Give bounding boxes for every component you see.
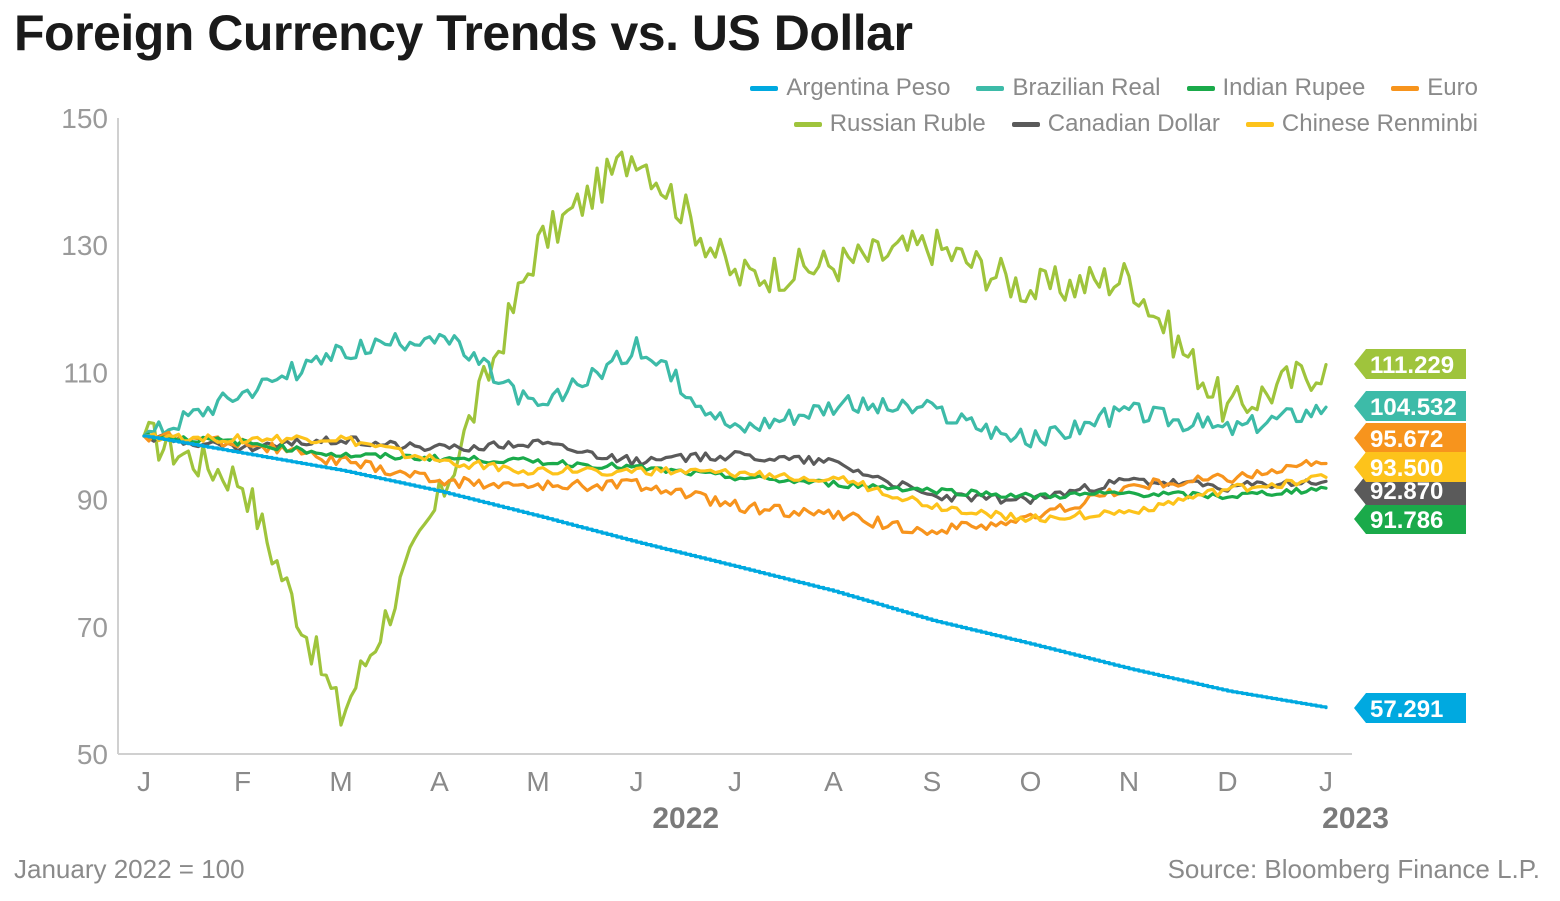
legend-label: Euro — [1427, 74, 1478, 101]
end-value-tag — [1354, 452, 1466, 482]
x-tick-label: N — [1119, 766, 1139, 797]
series-line-indian-rupee — [142, 432, 1328, 501]
series-line-chinese-renminbi — [142, 432, 1328, 524]
end-value-label: 91.786 — [1370, 507, 1443, 534]
y-tick-label: 50 — [77, 739, 108, 770]
y-tick-label: 110 — [63, 357, 108, 388]
series-line-argentina-peso — [142, 434, 1328, 710]
end-value-label: 93.500 — [1370, 455, 1443, 482]
end-value-label: 92.870 — [1370, 478, 1443, 505]
legend-label: Russian Ruble — [829, 110, 986, 137]
end-value-tag — [1354, 391, 1466, 421]
legend-label: Canadian Dollar — [1047, 110, 1220, 137]
series-line-brazilian-real — [142, 332, 1328, 449]
end-value-label: 95.672 — [1370, 426, 1443, 453]
x-tick-label: O — [1020, 766, 1042, 797]
x-tick-label: A — [430, 766, 449, 797]
legend-swatch — [750, 85, 779, 91]
legend-swatch — [793, 121, 822, 127]
end-value-tag — [1354, 349, 1466, 379]
y-tick-label: 70 — [77, 612, 108, 643]
legend-label: Argentina Peso — [786, 74, 951, 101]
y-tick-label: 150 — [61, 103, 108, 134]
series-line-russian-ruble — [142, 150, 1328, 727]
end-value-label: 104.532 — [1370, 394, 1457, 421]
legend-swatch — [976, 85, 1005, 91]
x-tick-label: J — [137, 766, 151, 797]
legend-item: Euro — [1391, 74, 1478, 102]
chart-footnote: January 2022 = 100 — [14, 854, 245, 884]
legend-item: Argentina Peso — [750, 74, 950, 102]
x-tick-label: S — [923, 766, 942, 797]
x-tick-label: J — [1319, 766, 1333, 797]
end-value-tag — [1354, 475, 1466, 505]
end-value-tag — [1354, 693, 1466, 723]
series-line-canadian-dollar — [142, 432, 1328, 505]
legend-item: Canadian Dollar — [1011, 110, 1220, 138]
x-tick-label: F — [234, 766, 251, 797]
year-label: 2022 — [652, 802, 719, 835]
legend-item: Indian Rupee — [1186, 74, 1366, 102]
legend-swatch — [1186, 85, 1215, 91]
end-value-tag — [1354, 423, 1466, 453]
chart-source: Source: Bloomberg Finance L.P. — [1167, 854, 1540, 884]
x-tick-label: J — [630, 766, 644, 797]
end-value-label: 57.291 — [1370, 696, 1443, 723]
legend-label: Chinese Renminbi — [1281, 110, 1478, 137]
x-tick-label: D — [1217, 766, 1237, 797]
legend-swatch — [1391, 85, 1420, 91]
x-tick-label: J — [728, 766, 742, 797]
legend-label: Brazilian Real — [1012, 74, 1161, 101]
chart-title: Foreign Currency Trends vs. US Dollar — [14, 5, 913, 61]
legend-swatch — [1245, 121, 1274, 127]
x-tick-label: M — [526, 766, 549, 797]
legend-item: Russian Ruble — [793, 110, 986, 138]
x-tick-label: M — [329, 766, 352, 797]
end-value-label: 111.229 — [1370, 352, 1454, 379]
legend-swatch — [1011, 121, 1040, 127]
y-tick-label: 90 — [77, 485, 108, 516]
legend-item: Brazilian Real — [976, 74, 1161, 102]
y-tick-label: 130 — [61, 230, 108, 261]
legend-label: Indian Rupee — [1222, 74, 1366, 101]
x-tick-label: A — [824, 766, 843, 797]
year-label: 2023 — [1322, 802, 1389, 835]
end-value-tag — [1354, 504, 1466, 534]
chart-legend: Argentina Peso Brazilian Real Indian Rupee… — [638, 74, 1478, 138]
legend-item: Chinese Renminbi — [1245, 110, 1478, 138]
